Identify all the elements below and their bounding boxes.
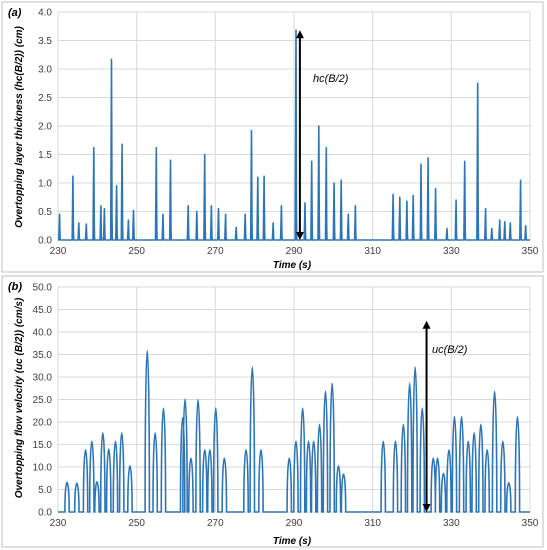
panel-b-y-tick-label: 0.0 [38, 508, 52, 519]
panel-a-y-tick-label: 2.5 [38, 93, 52, 104]
panel-a-x-tick-label: 350 [522, 246, 539, 257]
panel-b-y-tick-label: 45.0 [33, 305, 53, 316]
panel-b-y-tick-label: 20.0 [33, 418, 53, 429]
panel-a-x-axis-title: Time (s) [273, 260, 312, 271]
panel-a-x-tick-label: 230 [50, 246, 67, 257]
panel-b-uc-label: uc(B/2) [432, 344, 468, 356]
panel-b-x-tick-label: 230 [50, 518, 67, 529]
panel-b-y-tick-label: 50.0 [33, 283, 53, 294]
panel-a-hc-arrow [295, 30, 304, 240]
panel-a-y-tick-label: 4.0 [38, 8, 52, 19]
panel-a-thickness-series [58, 29, 530, 241]
panel-b-y-tick-label: 10.0 [33, 463, 53, 474]
panel-b-flow-velocity: 0.0 5.0 10.0 15.0 20.0 25.0 30.0 35.0 40.0 45.0 50… [1, 275, 544, 548]
panel-b-x-tick-label: 250 [128, 518, 145, 529]
panel-b-tag: (b) [8, 281, 22, 293]
panel-a-x-tick-label: 330 [443, 246, 460, 257]
panel-a-layer-thickness: 0.0 0.5 1.0 1.5 2.0 2.5 3.0 3.5 4.0 230 250 270 290… [1, 1, 544, 273]
panel-b-x-tick-label: 270 [207, 518, 224, 529]
panel-a-y-tick-label: 3.0 [38, 65, 52, 76]
panel-b-y-tick-label: 30.0 [33, 373, 53, 384]
panel-a-y-tick-label: 3.5 [38, 36, 52, 47]
panel-a-x-tick-label: 290 [286, 246, 303, 257]
panel-a-y-tick-label: 1.5 [38, 150, 52, 161]
panel-a-tag: (a) [8, 7, 22, 19]
panel-b-x-tick-label: 330 [443, 518, 460, 529]
panel-b-x-tick-label: 350 [522, 518, 539, 529]
annotation-arrow-head [295, 232, 304, 240]
annotation-arrow-head [422, 504, 431, 512]
annotation-arrow-head [295, 30, 304, 39]
panel-b-y-tick-label: 25.0 [33, 395, 53, 406]
annotation-arrow-head [422, 320, 431, 329]
panel-a-x-ticks: 230 250 270 290 310 330 350 [50, 246, 539, 257]
panel-b-velocity-series [58, 350, 530, 513]
panel-a-y-tick-label: 0.5 [38, 207, 52, 218]
panel-b-x-tick-label: 310 [364, 518, 381, 529]
panel-a-hc-label: hc(B/2) [313, 73, 349, 85]
panel-a-x-tick-label: 250 [128, 246, 145, 257]
panel-a-x-tick-label: 310 [364, 246, 381, 257]
panel-b-y-axis-title: Overtopping flow velocity (uc (B/2)) (cm… [14, 297, 25, 498]
panel-b-y-tick-label: 35.0 [33, 350, 53, 361]
panel-b-x-axis-title: Time (s) [273, 536, 312, 547]
panel-b-y-ticks: 0.0 5.0 10.0 15.0 20.0 25.0 30.0 35.0 40.0 45.0 50… [33, 283, 53, 519]
panel-a-y-tick-label: 0.0 [38, 236, 52, 247]
panel-b-y-tick-label: 5.0 [38, 485, 52, 496]
panel-b-x-tick-label: 290 [286, 518, 303, 529]
panel-b-uc-arrow [422, 320, 431, 512]
panel-a-y-axis-title: Overtopping layer thickness (hc(B/2)) (c… [14, 25, 25, 227]
panel-b-y-tick-label: 15.0 [33, 440, 53, 451]
panel-a-x-tick-label: 270 [207, 246, 224, 257]
panel-b-y-tick-label: 40.0 [33, 328, 53, 339]
panel-a-y-tick-label: 2.0 [38, 122, 52, 133]
panel-b-x-ticks: 230 250 270 290 310 330 350 [50, 518, 539, 529]
panel-a-y-tick-label: 1.0 [38, 179, 52, 190]
panel-a-y-ticks: 0.0 0.5 1.0 1.5 2.0 2.5 3.0 3.5 4.0 [38, 8, 52, 247]
